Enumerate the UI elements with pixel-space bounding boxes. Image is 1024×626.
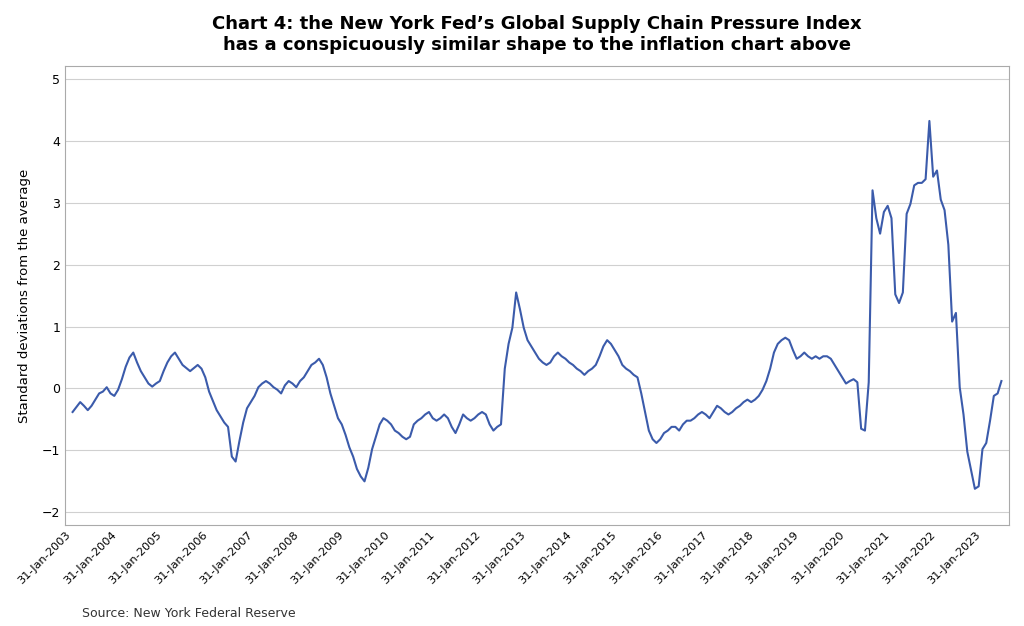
Y-axis label: Standard deviations from the average: Standard deviations from the average	[17, 168, 31, 423]
Text: Source: New York Federal Reserve: Source: New York Federal Reserve	[82, 607, 296, 620]
Title: Chart 4: the New York Fed’s Global Supply Chain Pressure Index
has a conspicuous: Chart 4: the New York Fed’s Global Suppl…	[212, 15, 862, 54]
